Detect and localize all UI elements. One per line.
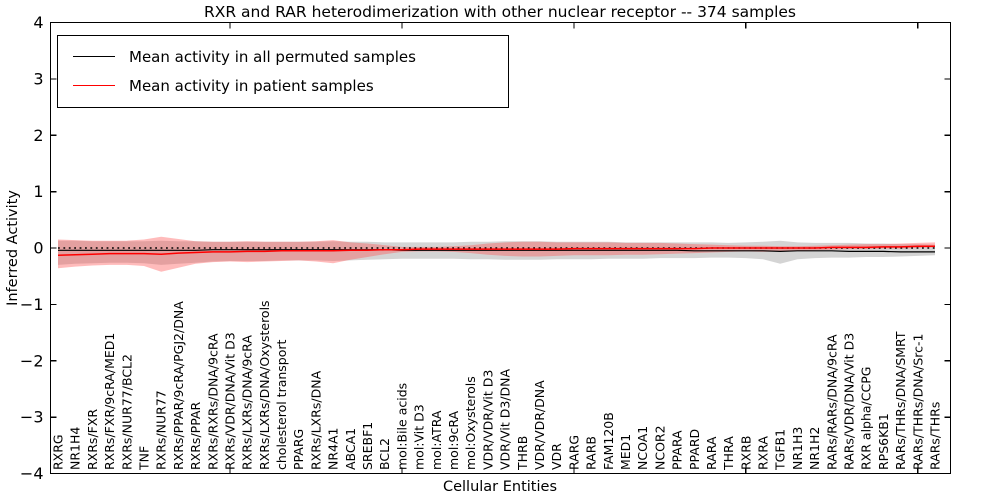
x-category-label: RARB [584, 436, 599, 470]
y-axis-ticks: 4 3 2 1 0 −1 −2 −3 −4 [20, 13, 951, 483]
x-category-label: RXRs/NUR77/BCL2 [119, 354, 134, 470]
x-category-label: RXRs/RXRs/DNA/9cRA [205, 333, 220, 470]
y-tick-label: −2 [20, 351, 44, 370]
x-category-label: PPARG [291, 429, 306, 470]
x-category-label: RXRB [738, 435, 753, 470]
legend-item-patient: Mean activity in patient samples [58, 71, 508, 100]
x-category-label: TNF [137, 446, 152, 471]
x-category-label: NR1H4 [68, 427, 83, 470]
legend-label-permuted: Mean activity in all permuted samples [129, 47, 416, 66]
x-category-label: mol:Bile acids [394, 383, 409, 470]
y-tick-label: −3 [20, 408, 44, 427]
x-axis-title: Cellular Entities [442, 479, 558, 495]
x-category-label: MED1 [618, 434, 633, 470]
x-category-label: RXRs/PPAR [188, 402, 203, 470]
x-category-label: mol:ATRA [429, 410, 444, 470]
y-tick-label: 1 [33, 182, 43, 201]
x-category-label: THRB [515, 436, 530, 471]
x-category-label: BCL2 [377, 438, 392, 470]
x-category-label: mol:Oxysterols [463, 376, 478, 470]
x-category-label: RARs/RARs/DNA/9cRA [824, 334, 839, 470]
band-patient [58, 236, 935, 272]
chart-title: RXR and RAR heterodimerization with othe… [203, 3, 797, 21]
x-category-label: RXR alpha/CCPG [859, 367, 874, 470]
x-category-label: SREBF1 [360, 422, 375, 470]
legend-label-patient: Mean activity in patient samples [129, 76, 374, 95]
x-category-label: RXRs/LXRs/DNA [308, 370, 323, 470]
x-axis-ticks [229, 22, 919, 474]
x-category-label: RXRs/NUR77 [154, 390, 169, 470]
x-category-labels: RXRG NR1H4 RXRs/FXR RXRs/FXR/9cRA/MED1 RXRs/… [51, 300, 943, 471]
x-category-label: RPS6KB1 [876, 413, 891, 470]
x-category-label: NCOA1 [635, 426, 650, 470]
x-category-label: RXRG [51, 434, 66, 470]
x-category-label: RXRs/FXR/9cRA/MED1 [102, 333, 117, 470]
x-category-label: THRA [721, 436, 736, 471]
y-tick-label: 2 [33, 126, 43, 145]
x-category-label: NR4A1 [326, 428, 341, 471]
x-category-label: VDR [549, 443, 564, 470]
x-category-label: RARG [566, 435, 581, 470]
x-category-label: RXRs/LXRs/DNA/Oxysterols [257, 300, 272, 470]
x-category-label: RARs/THRs/DNA/SMRT [893, 331, 908, 470]
x-category-label: RXRs/LXRs/DNA/9cRA [240, 335, 255, 470]
legend-line-red-icon [73, 85, 115, 86]
x-category-label: PPARD [687, 429, 702, 470]
legend-line-black-icon [73, 56, 115, 57]
y-tick-label: 3 [33, 69, 43, 88]
x-category-label: NR1H2 [807, 427, 822, 470]
x-category-label: VDR/VDR/Vit D3 [480, 370, 495, 470]
y-tick-label: 4 [33, 13, 43, 32]
x-category-label: VDR/Vit D3/DNA [498, 369, 513, 470]
x-category-label: cholesterol transport [274, 339, 289, 470]
y-tick-label: 0 [33, 239, 43, 258]
x-category-label: ABCA1 [343, 428, 358, 470]
y-tick-label: −4 [20, 464, 44, 483]
line-patient [57, 245, 935, 257]
x-category-label: mol:Vit D3 [412, 404, 427, 470]
x-category-label: NR1H3 [790, 427, 805, 470]
legend: Mean activity in all permuted samples Me… [57, 35, 509, 108]
x-category-label: RXRs/VDR/DNA/Vit D3 [223, 332, 238, 470]
y-axis-title: Inferred Activity [5, 190, 21, 306]
x-category-label: RARs/VDR/DNA/Vit D3 [842, 333, 857, 470]
x-category-label: TGFB1 [773, 429, 788, 471]
x-category-label: RXRs/PPAR/9cRA/PGJ2/DNA [171, 301, 186, 470]
x-category-label: mol:9cRA [446, 410, 461, 470]
x-category-label: PPARA [670, 430, 685, 470]
x-category-label: NCOR2 [652, 425, 667, 470]
band-permuted [58, 240, 935, 265]
line-permuted [58, 249, 935, 253]
x-category-label: RXRs/FXR [85, 409, 100, 470]
x-category-label: RARs/THRs/DNA/Src-1 [910, 334, 925, 470]
x-category-label: FAM120B [601, 412, 616, 470]
legend-item-permuted: Mean activity in all permuted samples [58, 42, 508, 71]
x-category-label: RXRA [756, 436, 771, 470]
y-tick-label: −1 [20, 295, 44, 314]
x-category-label: RARs/THRs [928, 402, 943, 470]
x-category-label: VDR/VDR/DNA [532, 380, 547, 470]
x-category-label: RARA [704, 436, 719, 470]
